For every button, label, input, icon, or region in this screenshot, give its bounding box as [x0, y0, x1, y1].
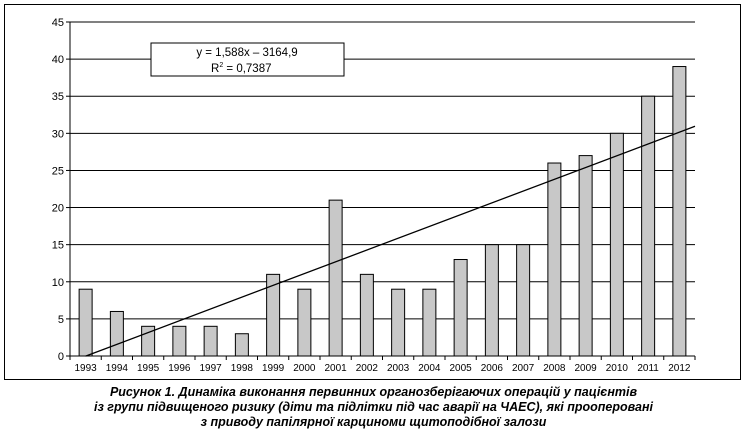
y-tick-label: 25	[52, 165, 64, 177]
trendline-line	[85, 125, 696, 357]
x-tick-label: 2001	[325, 363, 348, 374]
x-tick-label: 2006	[481, 363, 504, 374]
x-tick-label: 2012	[668, 363, 691, 374]
bar	[547, 162, 562, 357]
bar	[78, 288, 93, 357]
y-tick-label: 30	[52, 128, 64, 140]
trendline	[85, 125, 696, 357]
bar	[172, 325, 187, 357]
equation-box-frame	[150, 42, 345, 77]
equation-text: y = 1,588x – 3164,9	[196, 47, 297, 59]
y-tick-label: 20	[52, 203, 64, 215]
x-tick-label: 2002	[356, 363, 379, 374]
y-tick-label: 10	[52, 277, 64, 289]
bar	[109, 310, 124, 357]
x-axis-ticks: 1993 1994 1995 1996 1997 1998 1999 2000 2001 2002…	[69, 356, 696, 374]
bar	[328, 199, 343, 357]
y-axis-ticks: 0 5 10 15 20 25 30 35 40 45	[52, 17, 70, 363]
bar	[641, 95, 656, 357]
bar	[484, 244, 499, 357]
r-squared-text: R2 = 0,7387	[211, 62, 272, 75]
bar	[203, 325, 218, 357]
x-tick-label: 2003	[387, 363, 410, 374]
r-squared-r: R	[211, 63, 219, 75]
bar	[297, 288, 312, 357]
x-tick-label: 2004	[418, 363, 441, 374]
r-squared-value: = 0,7387	[223, 63, 271, 75]
x-tick-label: 2000	[293, 363, 316, 374]
bar	[516, 244, 531, 357]
bar	[234, 333, 249, 357]
x-tick-label: 1993	[75, 363, 98, 374]
bar	[391, 288, 406, 357]
y-tick-label: 15	[52, 240, 64, 252]
bar	[609, 132, 624, 357]
caption-line-1: Рисунок 1. Динаміка виконання первинних …	[109, 385, 638, 399]
x-tick-label: 1999	[262, 363, 285, 374]
bar	[453, 259, 468, 357]
y-tick-label: 5	[58, 314, 64, 326]
bar	[672, 66, 687, 357]
x-tick-label: 2008	[543, 363, 566, 374]
y-tick-label: 0	[58, 351, 64, 363]
bar	[359, 273, 374, 357]
x-tick-label: 2009	[575, 363, 598, 374]
r-squared-superscript: 2	[219, 62, 223, 69]
caption-line-3: з приводу папілярної карциноми щитоподіб…	[200, 415, 547, 429]
bar	[578, 155, 593, 357]
figure-caption: Рисунок 1. Динаміка виконання первинних …	[0, 385, 747, 430]
x-tick-label: 1994	[106, 363, 129, 374]
y-tick-label: 40	[52, 54, 64, 66]
x-tick-label: 1998	[231, 363, 254, 374]
x-tick-label: 2005	[450, 363, 473, 374]
x-tick-label: 1996	[168, 363, 191, 374]
bars	[78, 66, 687, 357]
x-tick-label: 1995	[137, 363, 160, 374]
caption-line-2: із групи підвищеного ризику (діти та під…	[93, 400, 653, 414]
x-tick-label: 1997	[200, 363, 223, 374]
y-tick-label: 35	[52, 91, 64, 103]
x-tick-label: 2010	[606, 363, 629, 374]
x-tick-label: 2007	[512, 363, 535, 374]
x-tick-label: 2011	[637, 363, 659, 374]
bar	[422, 288, 437, 357]
equation-box: y = 1,588x – 3164,9 R2 = 0,7387	[150, 42, 345, 77]
y-tick-label: 45	[52, 17, 64, 29]
